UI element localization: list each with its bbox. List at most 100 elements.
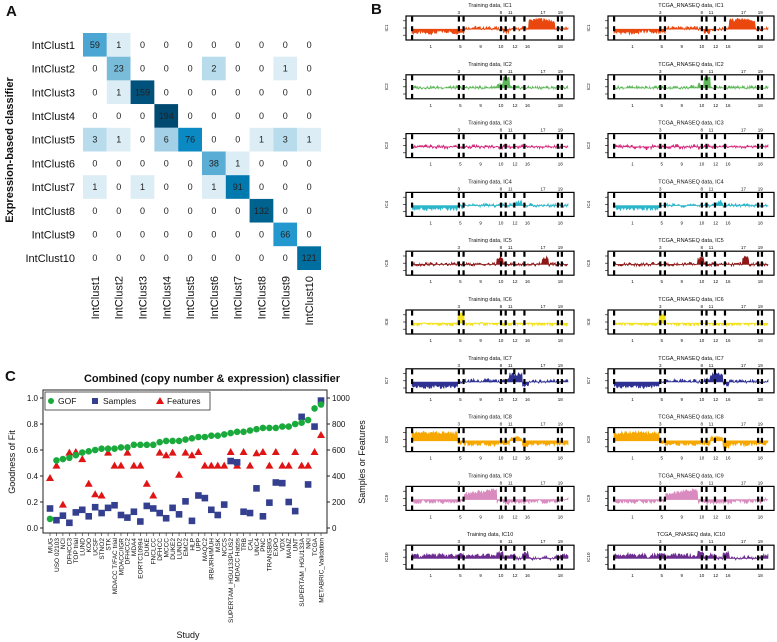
y-tick-label: 0.6 <box>27 446 39 455</box>
chromosome-marker <box>560 93 563 99</box>
heatmap-cell <box>202 151 226 176</box>
heatmap-cell-value: 1 <box>283 64 288 74</box>
chromosome-marker <box>523 134 526 140</box>
samples-point <box>208 506 215 514</box>
heatmap-cell-value: 0 <box>92 229 97 239</box>
heatmap-col-label: IntClust1 <box>90 276 102 319</box>
chromosome-label-top: 11 <box>508 69 513 74</box>
study-label: HLP <box>189 538 196 551</box>
chromosome-marker <box>663 251 667 257</box>
chromosome-marker <box>760 143 764 149</box>
chromosome-marker <box>663 152 667 158</box>
heatmap-cell <box>83 56 107 81</box>
features-point <box>317 431 325 439</box>
heatmap-cell-value: 1 <box>116 135 121 145</box>
gof-scatter-plot: 0.0 0.2 0.4 0.6 0.8 1.0 0 200 400 600 800 1000 MUG US… <box>27 389 350 623</box>
chromosome-label-bottom: 12 <box>512 573 518 578</box>
y-right-tick-label: 400 <box>332 472 346 481</box>
chromosome-marker <box>411 555 414 561</box>
features-point <box>181 448 190 456</box>
chromosome-label-bottom: 16 <box>525 338 531 343</box>
chromosome-marker <box>713 26 717 32</box>
chromosome-marker <box>457 261 460 267</box>
heatmap-cell-value: 0 <box>164 87 169 97</box>
features-point <box>175 470 184 478</box>
chromosome-marker <box>713 193 717 198</box>
heatmap-cell <box>130 175 155 199</box>
heatmap-row-label: IntClust6 <box>32 158 75 170</box>
chromosome-label-top: 11 <box>709 304 714 309</box>
chromosome-marker <box>457 85 460 90</box>
chromosome-label-bottom: 5 <box>459 338 462 343</box>
heatmap-cell-value: 0 <box>140 40 145 50</box>
chromosome-marker <box>560 446 563 452</box>
chromosome-marker <box>723 487 727 492</box>
chromosome-label-bottom: 10 <box>699 573 705 578</box>
features-point <box>278 461 287 469</box>
heatmap-cell-value: 0 <box>188 87 193 97</box>
chromosome-label-bottom: 9 <box>479 397 482 402</box>
gof-point <box>259 424 267 432</box>
study-label: LUND <box>80 538 87 556</box>
heatmap-cell <box>83 222 107 247</box>
chromosome-marker <box>760 505 764 511</box>
chromosome-marker <box>756 496 760 502</box>
chromosome-marker <box>560 428 563 434</box>
heatmap-cell <box>83 198 107 223</box>
chromosome-label-bottom: 16 <box>725 573 731 578</box>
profile-area <box>411 143 569 151</box>
chromosome-marker <box>705 16 708 22</box>
chromosome-marker <box>513 202 516 208</box>
chromosome-marker <box>523 487 526 492</box>
heatmap-cell <box>106 80 131 105</box>
samples-point <box>162 514 170 522</box>
chromosome-label-bottom: 5 <box>660 456 663 461</box>
chromosome-marker <box>513 143 516 149</box>
chromosome-marker <box>756 16 760 22</box>
chromosome-marker <box>513 446 516 452</box>
chromosome-marker <box>659 261 662 267</box>
chromosome-marker <box>457 75 460 81</box>
chromosome-marker <box>560 143 563 149</box>
chromosome-marker <box>457 93 460 99</box>
chromosome-marker <box>760 75 764 81</box>
chromosome-marker <box>411 211 414 217</box>
chromosome-label-bottom: 18 <box>558 397 564 402</box>
chromosome-label-top: 17 <box>741 69 747 74</box>
study-label: CAL <box>247 538 254 551</box>
features-point <box>155 448 164 456</box>
chromosome-marker <box>663 428 667 434</box>
gof-point <box>104 445 112 453</box>
chromosome-marker <box>513 35 516 41</box>
chromosome-label-bottom: 16 <box>725 279 731 284</box>
study-label: SUPERTAM_HGU133A <box>299 537 306 606</box>
chromosome-marker <box>457 387 460 393</box>
chromosome-marker <box>613 143 616 149</box>
study-label: IRB/JRH/MUH <box>209 538 216 580</box>
profile-y-label: IC10 <box>586 552 591 562</box>
chromosome-marker <box>723 143 727 149</box>
chromosome-label-bottom: 18 <box>758 279 764 284</box>
chromosome-marker <box>713 270 717 276</box>
chromosome-label-bottom: 12 <box>512 279 518 284</box>
chromosome-marker <box>457 202 460 208</box>
gof-point <box>298 419 305 427</box>
chromosome-marker <box>504 446 507 452</box>
chromosome-marker <box>613 202 616 208</box>
profile-area <box>613 311 769 328</box>
chromosome-marker <box>462 446 465 452</box>
study-label: SUPERTAM_HGU133PLUS2 <box>228 538 235 623</box>
chromosome-label-top: 8 <box>500 128 503 133</box>
heatmap-cell <box>154 127 179 152</box>
features-point <box>168 448 177 456</box>
chromosome-marker <box>462 75 465 81</box>
heatmap-cell-value: 0 <box>188 40 193 50</box>
chromosome-marker <box>613 35 616 41</box>
chromosome-marker <box>663 35 667 41</box>
chromosome-marker <box>523 16 526 22</box>
y-right-tick-label: 800 <box>332 420 346 429</box>
chromosome-marker <box>560 487 563 492</box>
chromosome-marker <box>556 75 560 81</box>
chromosome-marker <box>556 379 560 384</box>
heatmap-cell <box>273 175 298 199</box>
